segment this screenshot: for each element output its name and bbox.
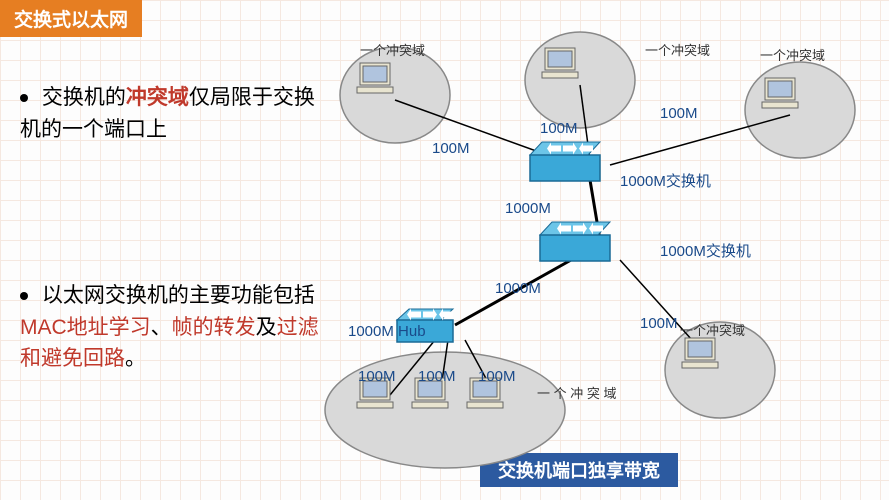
diagram-label: 100M <box>478 368 516 385</box>
diagram-label: 100M <box>418 368 456 385</box>
diagram-label: 一个冲突域 <box>360 40 425 59</box>
diagram-label: 一个冲突域 <box>645 40 710 59</box>
diagram-label: 一 个 冲 突 域 <box>537 383 616 402</box>
diagram-label: 1000M <box>505 200 551 217</box>
diagram-label: 1000M <box>495 280 541 297</box>
diagram-label: 100M <box>660 105 698 122</box>
diagram-label: 1000M交换机 <box>620 170 711 191</box>
diagram-label: 100M <box>540 120 578 137</box>
diagram-label: 100M <box>640 315 678 332</box>
diagram-label: 1000M Hub <box>348 323 426 340</box>
diagram-label: 一个冲突域 <box>760 45 825 64</box>
diagram-label: 1000M交换机 <box>660 240 751 261</box>
diagram-label: 100M <box>358 368 396 385</box>
network-diagram <box>0 0 889 500</box>
diagram-label: 100M <box>432 140 470 157</box>
diagram-label: 一个冲突域 <box>680 320 745 339</box>
